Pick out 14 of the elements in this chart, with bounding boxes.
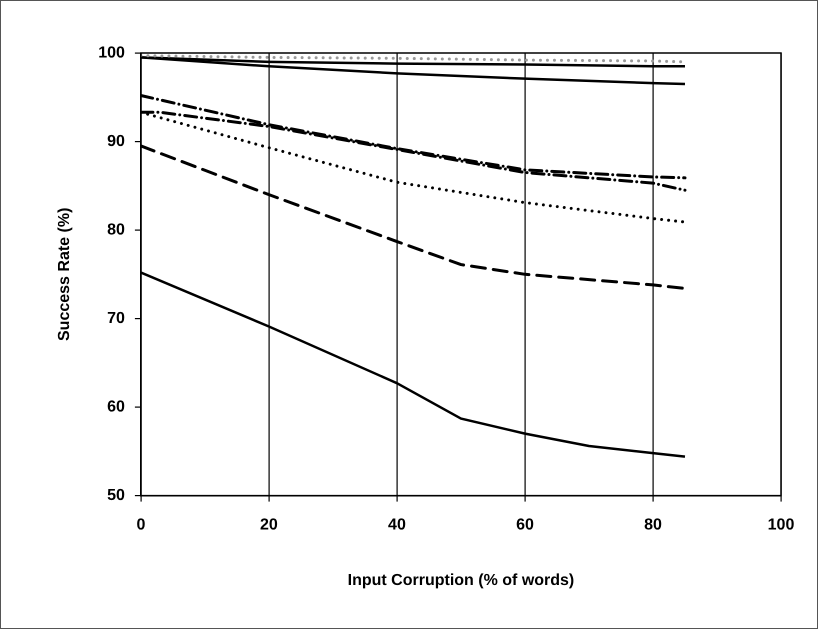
x-tick-label: 20 <box>260 516 278 534</box>
x-tick-label: 0 <box>136 516 146 534</box>
y-tick-label: 100 <box>98 44 125 62</box>
x-tick-label: 80 <box>644 516 662 534</box>
x-axis-title: Input Corruption (% of words) <box>348 572 574 589</box>
y-axis-title: Success Rate (%) <box>56 208 74 341</box>
x-tick-label: 100 <box>768 516 794 534</box>
y-tick-label: 60 <box>107 398 125 416</box>
x-tick-label: 60 <box>516 516 534 534</box>
x-tick-label: 40 <box>388 516 406 534</box>
y-tick-label: 90 <box>107 132 125 150</box>
y-tick-label: 80 <box>107 221 125 238</box>
y-tick-label: 50 <box>107 487 125 504</box>
y-tick-label: 70 <box>107 310 125 327</box>
